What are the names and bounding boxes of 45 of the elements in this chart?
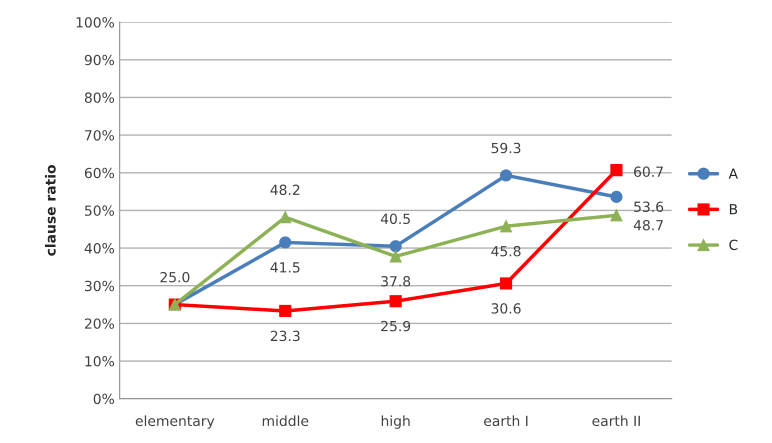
y-tick-label: 40% — [84, 243, 114, 254]
y-tick-label: 80% — [84, 92, 114, 103]
point — [610, 164, 623, 176]
point — [390, 250, 402, 262]
data-label: 25.9 — [381, 320, 410, 332]
y-axis-title: clause ratio — [44, 165, 56, 256]
point — [279, 211, 292, 224]
x-tick-label: earth II — [592, 415, 640, 426]
point — [279, 304, 292, 318]
legend-label: C — [729, 240, 738, 250]
point — [390, 240, 402, 252]
legend-label: B — [730, 204, 738, 214]
point — [610, 209, 623, 222]
point — [500, 169, 512, 182]
y-tick-label: 90% — [84, 54, 114, 66]
data-label: 37.8 — [381, 276, 410, 287]
data-label: 25.0 — [160, 272, 190, 282]
legend-label: A — [728, 168, 738, 179]
y-tick-label: 70% — [85, 130, 114, 141]
y-tick-label: 50% — [85, 205, 114, 216]
y-tick-label: 30% — [84, 280, 114, 292]
x-tick-label: elementary — [136, 415, 214, 429]
data-label: 41.5 — [270, 262, 300, 273]
data-label: 23.3 — [270, 330, 300, 342]
x-tick-label: earth I — [484, 415, 528, 426]
y-tick-label: 0% — [94, 394, 114, 404]
point — [500, 277, 512, 290]
y-tick-label: 10% — [85, 356, 114, 367]
y-tick-label: 60% — [84, 168, 114, 178]
data-label: 30.6 — [492, 303, 521, 314]
data-label: 48.7 — [634, 220, 663, 230]
data-label: 60.7 — [634, 166, 663, 177]
point — [610, 190, 623, 203]
x-tick-label: high — [382, 415, 410, 429]
data-label: 59.3 — [492, 142, 520, 154]
data-label: 45.8 — [491, 246, 521, 256]
point — [500, 220, 512, 232]
x-tick-label: middle — [262, 415, 308, 426]
data-label: 48.2 — [270, 184, 300, 196]
data-label: 53.6 — [634, 202, 664, 212]
point — [390, 295, 402, 308]
y-tick-label: 100% — [76, 17, 114, 28]
point — [279, 236, 292, 249]
y-tick-label: 20% — [84, 318, 114, 329]
data-label: 40.5 — [380, 214, 410, 224]
